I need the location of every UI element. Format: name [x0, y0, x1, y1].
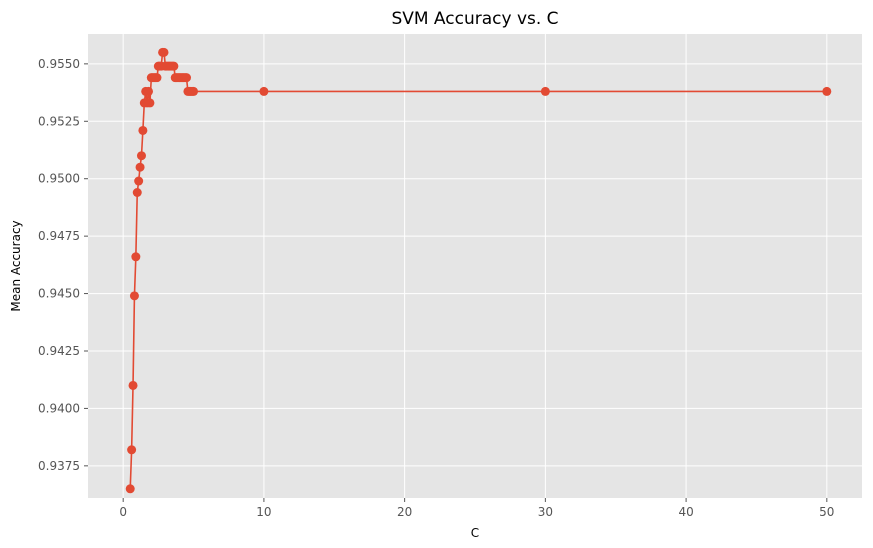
y-tick-label: 0.9425	[38, 344, 80, 358]
y-tick-label: 0.9475	[38, 229, 80, 243]
grid	[88, 34, 862, 498]
y-tick-label: 0.9375	[38, 459, 80, 473]
y-tick-label: 0.9525	[38, 114, 80, 128]
x-tick-label: 40	[678, 505, 693, 519]
x-tick-label: 50	[819, 505, 834, 519]
data-point	[540, 86, 550, 96]
data-point	[259, 86, 269, 96]
data-point	[136, 151, 146, 161]
y-axis-title: Mean Accuracy	[9, 220, 23, 311]
data-point	[169, 61, 179, 71]
data-point	[128, 380, 138, 390]
chart-title: SVM Accuracy vs. C	[391, 9, 558, 29]
x-ticks: 0 10 20 30 40 50	[119, 498, 834, 519]
data-point	[132, 187, 142, 197]
y-tick-label: 0.9550	[38, 57, 80, 71]
data-point	[135, 162, 145, 172]
plot-background	[88, 34, 862, 498]
data-point	[125, 484, 135, 494]
y-tick-label: 0.9450	[38, 287, 80, 301]
data-point	[144, 86, 154, 96]
x-tick-label: 10	[256, 505, 271, 519]
data-point	[182, 73, 192, 83]
data-point	[138, 125, 148, 135]
data-point	[189, 86, 199, 96]
x-tick-label: 0	[119, 505, 127, 519]
y-ticks: 0.9375 0.9400 0.9425 0.9450 0.9475 0.9500 0.95…	[38, 57, 88, 473]
data-point	[822, 86, 832, 96]
data-point	[134, 176, 144, 186]
series-group	[125, 47, 832, 494]
data-point	[129, 291, 139, 301]
x-tick-label: 30	[538, 505, 553, 519]
data-point	[159, 47, 169, 57]
data-point	[131, 252, 141, 262]
data-point	[145, 98, 155, 108]
data-point	[152, 73, 162, 83]
data-point	[127, 445, 137, 455]
x-tick-label: 20	[397, 505, 412, 519]
x-axis-title: C	[471, 526, 479, 540]
y-tick-label: 0.9500	[38, 172, 80, 186]
y-tick-label: 0.9400	[38, 401, 80, 415]
